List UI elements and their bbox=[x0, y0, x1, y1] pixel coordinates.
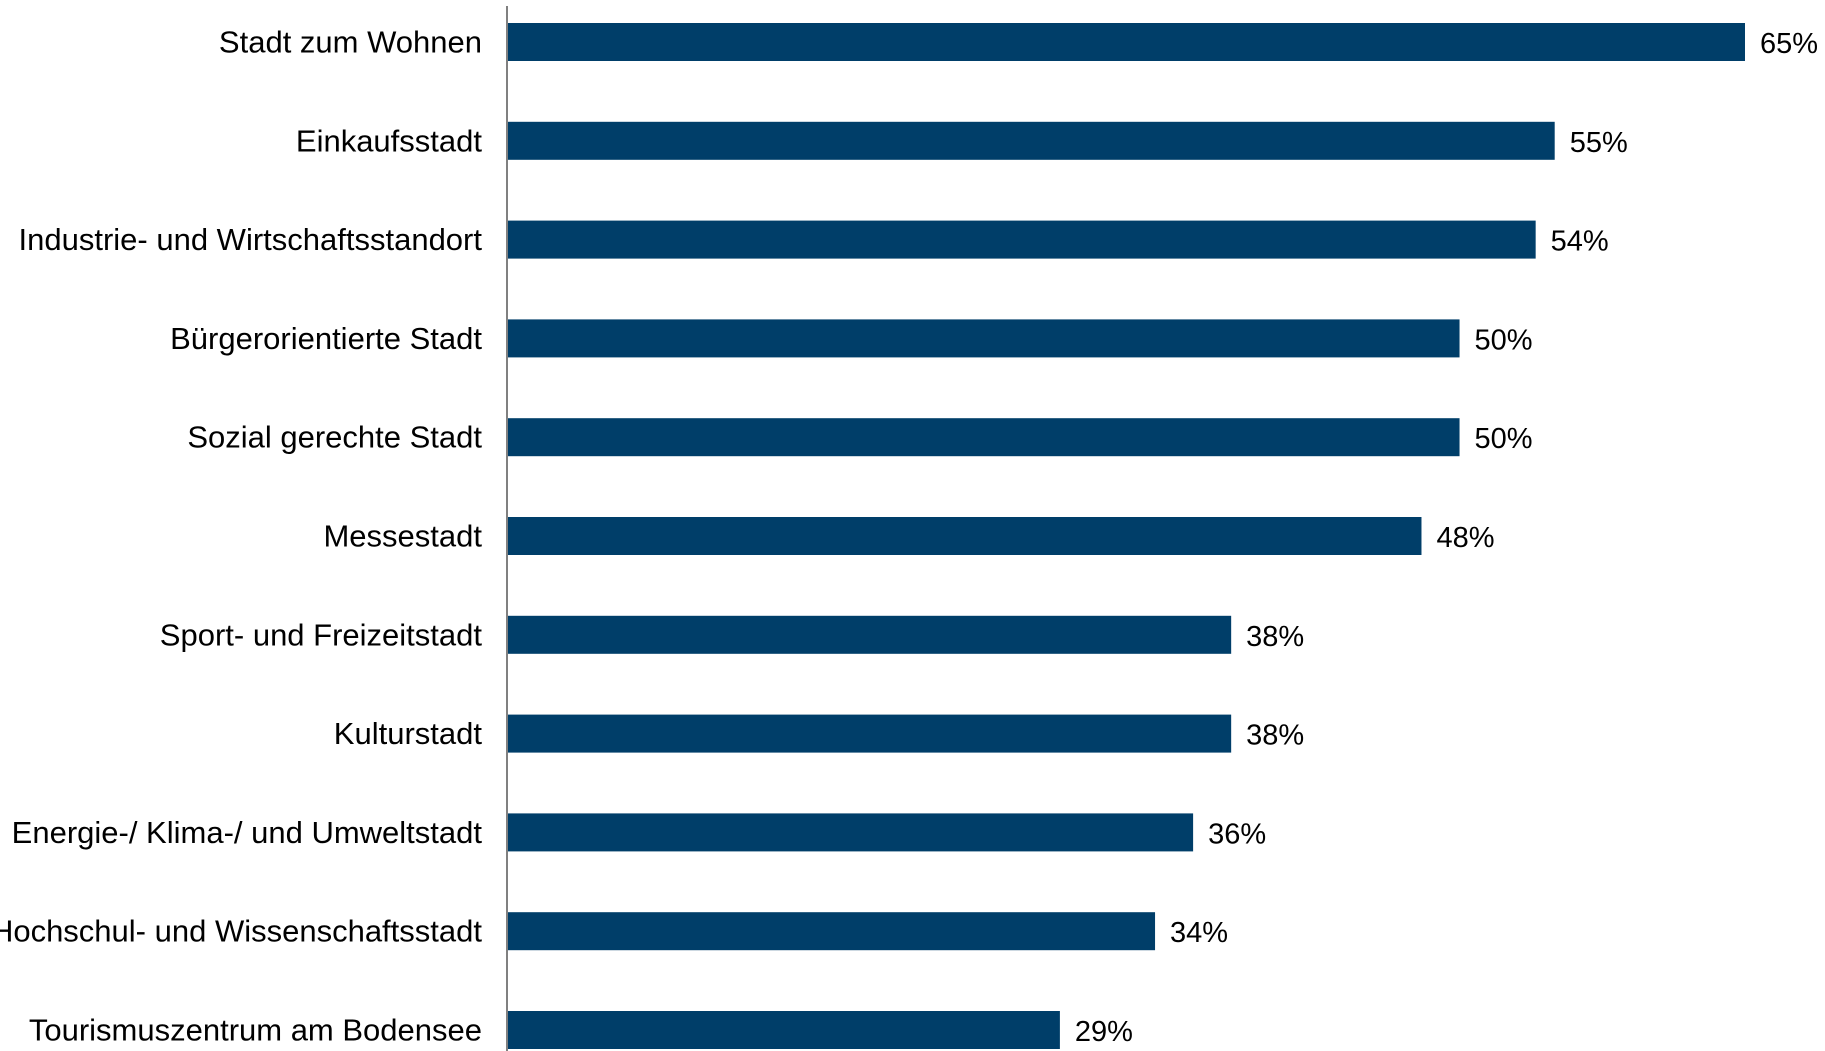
value-labels-layer: 65% 55% 54% 50% 50% 48% 38% 38% 36% 34% 29% bbox=[1075, 28, 1818, 1048]
value-label: 65% bbox=[1760, 28, 1818, 60]
bar bbox=[508, 615, 1232, 654]
value-label: 38% bbox=[1246, 720, 1304, 752]
value-label: 54% bbox=[1551, 226, 1609, 258]
value-label: 29% bbox=[1075, 1016, 1133, 1048]
category-label: Einkaufsstadt bbox=[296, 123, 482, 158]
bars-layer bbox=[508, 23, 1745, 1049]
bar bbox=[508, 23, 1745, 61]
bar bbox=[508, 912, 1156, 951]
value-label: 55% bbox=[1570, 127, 1628, 159]
value-label: 38% bbox=[1246, 621, 1304, 653]
category-label: Sport- und Freizeitstadt bbox=[160, 617, 483, 652]
bar bbox=[508, 220, 1536, 259]
value-label: 50% bbox=[1475, 423, 1533, 455]
value-label: 50% bbox=[1475, 324, 1533, 356]
bar bbox=[508, 517, 1422, 555]
value-label: 36% bbox=[1208, 818, 1266, 850]
category-labels-layer: Stadt zum Wohnen Einkaufsstadt Industrie- … bbox=[0, 25, 482, 1048]
category-label: Kulturstadt bbox=[334, 716, 483, 751]
bar bbox=[508, 319, 1460, 358]
category-label: Hochschul- und Wissenschaftsstadt bbox=[0, 914, 482, 949]
category-label: Sozial gerechte Stadt bbox=[187, 420, 482, 455]
value-label: 34% bbox=[1170, 917, 1228, 949]
category-label: Tourismuszentrum am Bodensee bbox=[29, 1013, 482, 1048]
bar bbox=[508, 813, 1194, 852]
bar bbox=[508, 1011, 1060, 1049]
bar bbox=[508, 121, 1555, 160]
category-label: Bürgerorientierte Stadt bbox=[170, 321, 482, 356]
bar bbox=[508, 714, 1232, 753]
bar bbox=[508, 418, 1460, 457]
value-label: 48% bbox=[1436, 522, 1494, 554]
category-label: Industrie- und Wirtschaftsstandort bbox=[19, 222, 483, 257]
category-label: Stadt zum Wohnen bbox=[219, 25, 482, 60]
category-label: Energie-/ Klima-/ und Umweltstadt bbox=[12, 815, 483, 850]
category-label: Messestadt bbox=[323, 519, 482, 554]
